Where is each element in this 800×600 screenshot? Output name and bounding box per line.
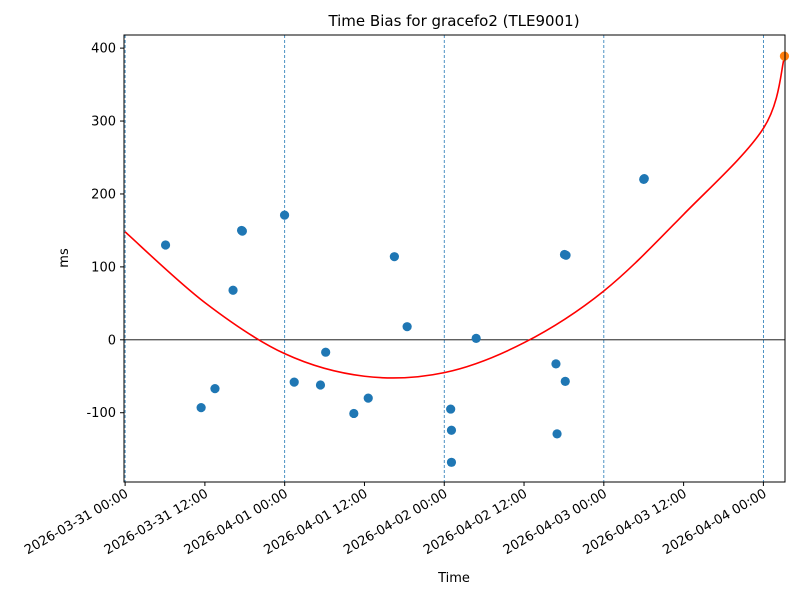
data-point (446, 404, 456, 414)
y-axis-title: ms (57, 248, 72, 268)
data-point (196, 403, 206, 413)
axes-frame (123, 34, 786, 483)
data-point (389, 252, 399, 262)
y-tick-label: 100 (91, 260, 116, 275)
data-point (289, 377, 299, 387)
data-point (237, 226, 247, 236)
prediction-point (779, 51, 790, 61)
y-tick-label: 400 (91, 42, 116, 57)
data-point (560, 376, 570, 386)
data-point (446, 457, 457, 467)
data-point (210, 384, 220, 394)
data-point (315, 380, 326, 390)
chart-title: Time Bias for gracefo2 (TLE9001) (327, 12, 579, 30)
data-point (446, 425, 457, 435)
data-point (228, 285, 238, 295)
data-point (279, 210, 290, 220)
y-tick-label: 300 (91, 115, 116, 130)
data-point (402, 322, 412, 332)
data-point (349, 408, 359, 419)
x-axis-title: Time (437, 571, 470, 586)
y-tick-label: 0 (108, 333, 116, 348)
data-point (363, 393, 373, 403)
y-tick-label: 200 (91, 187, 116, 202)
data-point (321, 347, 331, 357)
data-point (552, 429, 562, 439)
data-point (471, 333, 481, 343)
data-point (561, 250, 571, 260)
data-point (160, 240, 171, 250)
data-point (551, 359, 561, 369)
y-tick-label: -100 (86, 406, 116, 421)
fit-curve (124, 56, 786, 379)
data-point (639, 174, 649, 184)
